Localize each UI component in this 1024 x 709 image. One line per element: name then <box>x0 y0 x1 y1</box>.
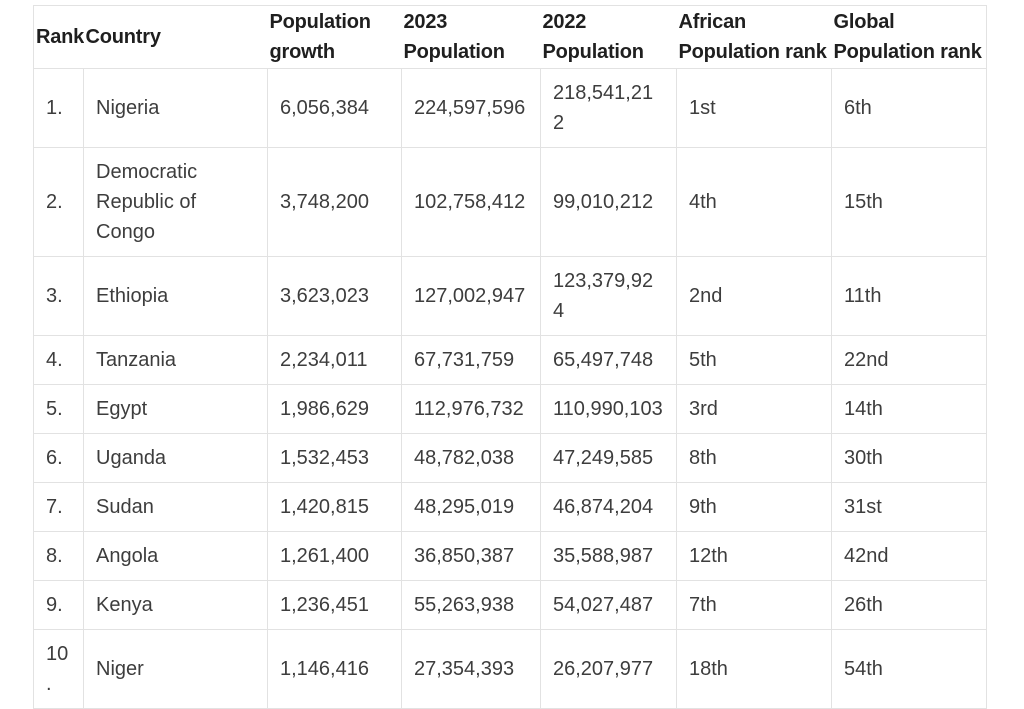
column-header-2023-population: 2023 Population <box>401 5 541 69</box>
cell-rank: 6. <box>33 433 84 483</box>
table-row: 3. Ethiopia 3,623,023 127,002,947 123,379,92… <box>33 256 987 336</box>
cell-global-rank: 14th <box>831 384 987 434</box>
cell-2023-population: 112,976,732 <box>401 384 541 434</box>
population-table: Rank Country Population growth 2023 Popu… <box>33 5 987 709</box>
cell-african-rank: 3rd <box>676 384 832 434</box>
table-row: 6. Uganda 1,532,453 48,782,038 47,249,585 8th… <box>33 433 987 483</box>
cell-2022-population: 35,588,987 <box>540 531 677 581</box>
cell-population-growth: 1,261,400 <box>267 531 402 581</box>
cell-global-rank: 15th <box>831 147 987 257</box>
column-header-country: Country <box>83 5 268 69</box>
cell-african-rank: 8th <box>676 433 832 483</box>
table-row: 2. Democratic Republic of Congo 3,748,200 1… <box>33 147 987 257</box>
cell-country: Angola <box>83 531 268 581</box>
cell-global-rank: 42nd <box>831 531 987 581</box>
table-row: 8. Angola 1,261,400 36,850,387 35,588,987 12t… <box>33 531 987 581</box>
cell-population-growth: 1,532,453 <box>267 433 402 483</box>
cell-2023-population: 27,354,393 <box>401 629 541 709</box>
cell-rank: 5. <box>33 384 84 434</box>
column-header-population-growth: Population growth <box>267 5 402 69</box>
cell-rank: 8. <box>33 531 84 581</box>
cell-population-growth: 1,986,629 <box>267 384 402 434</box>
cell-rank: 2. <box>33 147 84 257</box>
cell-2022-population: 46,874,204 <box>540 482 677 532</box>
cell-country: Democratic Republic of Congo <box>83 147 268 257</box>
cell-rank: 9. <box>33 580 84 630</box>
column-header-2022-population: 2022 Population <box>540 5 677 69</box>
table-row: 9. Kenya 1,236,451 55,263,938 54,027,487 7th 2… <box>33 580 987 630</box>
cell-country: Niger <box>83 629 268 709</box>
table-row: 5. Egypt 1,986,629 112,976,732 110,990,103 3r… <box>33 384 987 434</box>
cell-2023-population: 48,782,038 <box>401 433 541 483</box>
cell-rank: 10. <box>33 629 84 709</box>
cell-rank: 7. <box>33 482 84 532</box>
table-row: 10. Niger 1,146,416 27,354,393 26,207,977 18t… <box>33 629 987 709</box>
cell-2023-population: 127,002,947 <box>401 256 541 336</box>
table-row: 1. Nigeria 6,056,384 224,597,596 218,541,212… <box>33 68 987 148</box>
table-row: 7. Sudan 1,420,815 48,295,019 46,874,204 9th 3… <box>33 482 987 532</box>
cell-global-rank: 22nd <box>831 335 987 385</box>
cell-2022-population: 123,379,924 <box>540 256 677 336</box>
cell-country: Egypt <box>83 384 268 434</box>
cell-african-rank: 2nd <box>676 256 832 336</box>
cell-country: Kenya <box>83 580 268 630</box>
cell-african-rank: 7th <box>676 580 832 630</box>
cell-population-growth: 1,420,815 <box>267 482 402 532</box>
column-header-rank: Rank <box>33 5 84 69</box>
cell-global-rank: 26th <box>831 580 987 630</box>
cell-2022-population: 99,010,212 <box>540 147 677 257</box>
column-header-african-rank: African Population rank <box>676 5 832 69</box>
cell-population-growth: 3,748,200 <box>267 147 402 257</box>
cell-country: Nigeria <box>83 68 268 148</box>
cell-african-rank: 4th <box>676 147 832 257</box>
cell-2022-population: 218,541,212 <box>540 68 677 148</box>
cell-global-rank: 6th <box>831 68 987 148</box>
cell-population-growth: 1,146,416 <box>267 629 402 709</box>
table-body: 1. Nigeria 6,056,384 224,597,596 218,541,212… <box>33 68 987 709</box>
cell-2023-population: 67,731,759 <box>401 335 541 385</box>
cell-african-rank: 12th <box>676 531 832 581</box>
cell-country: Sudan <box>83 482 268 532</box>
cell-2022-population: 54,027,487 <box>540 580 677 630</box>
cell-rank: 3. <box>33 256 84 336</box>
cell-country: Tanzania <box>83 335 268 385</box>
cell-population-growth: 1,236,451 <box>267 580 402 630</box>
cell-global-rank: 54th <box>831 629 987 709</box>
cell-2023-population: 48,295,019 <box>401 482 541 532</box>
cell-african-rank: 5th <box>676 335 832 385</box>
cell-global-rank: 30th <box>831 433 987 483</box>
cell-country: Uganda <box>83 433 268 483</box>
cell-rank: 1. <box>33 68 84 148</box>
header-row: Rank Country Population growth 2023 Popu… <box>33 5 987 69</box>
cell-2023-population: 36,850,387 <box>401 531 541 581</box>
cell-2023-population: 224,597,596 <box>401 68 541 148</box>
cell-african-rank: 18th <box>676 629 832 709</box>
cell-rank: 4. <box>33 335 84 385</box>
cell-2022-population: 26,207,977 <box>540 629 677 709</box>
cell-population-growth: 2,234,011 <box>267 335 402 385</box>
cell-2022-population: 65,497,748 <box>540 335 677 385</box>
cell-global-rank: 31st <box>831 482 987 532</box>
cell-population-growth: 6,056,384 <box>267 68 402 148</box>
cell-2023-population: 55,263,938 <box>401 580 541 630</box>
cell-2023-population: 102,758,412 <box>401 147 541 257</box>
column-header-global-rank: Global Population rank <box>831 5 987 69</box>
cell-country: Ethiopia <box>83 256 268 336</box>
cell-african-rank: 1st <box>676 68 832 148</box>
cell-2022-population: 47,249,585 <box>540 433 677 483</box>
table-row: 4. Tanzania 2,234,011 67,731,759 65,497,748 5… <box>33 335 987 385</box>
cell-2022-population: 110,990,103 <box>540 384 677 434</box>
cell-african-rank: 9th <box>676 482 832 532</box>
cell-population-growth: 3,623,023 <box>267 256 402 336</box>
cell-global-rank: 11th <box>831 256 987 336</box>
